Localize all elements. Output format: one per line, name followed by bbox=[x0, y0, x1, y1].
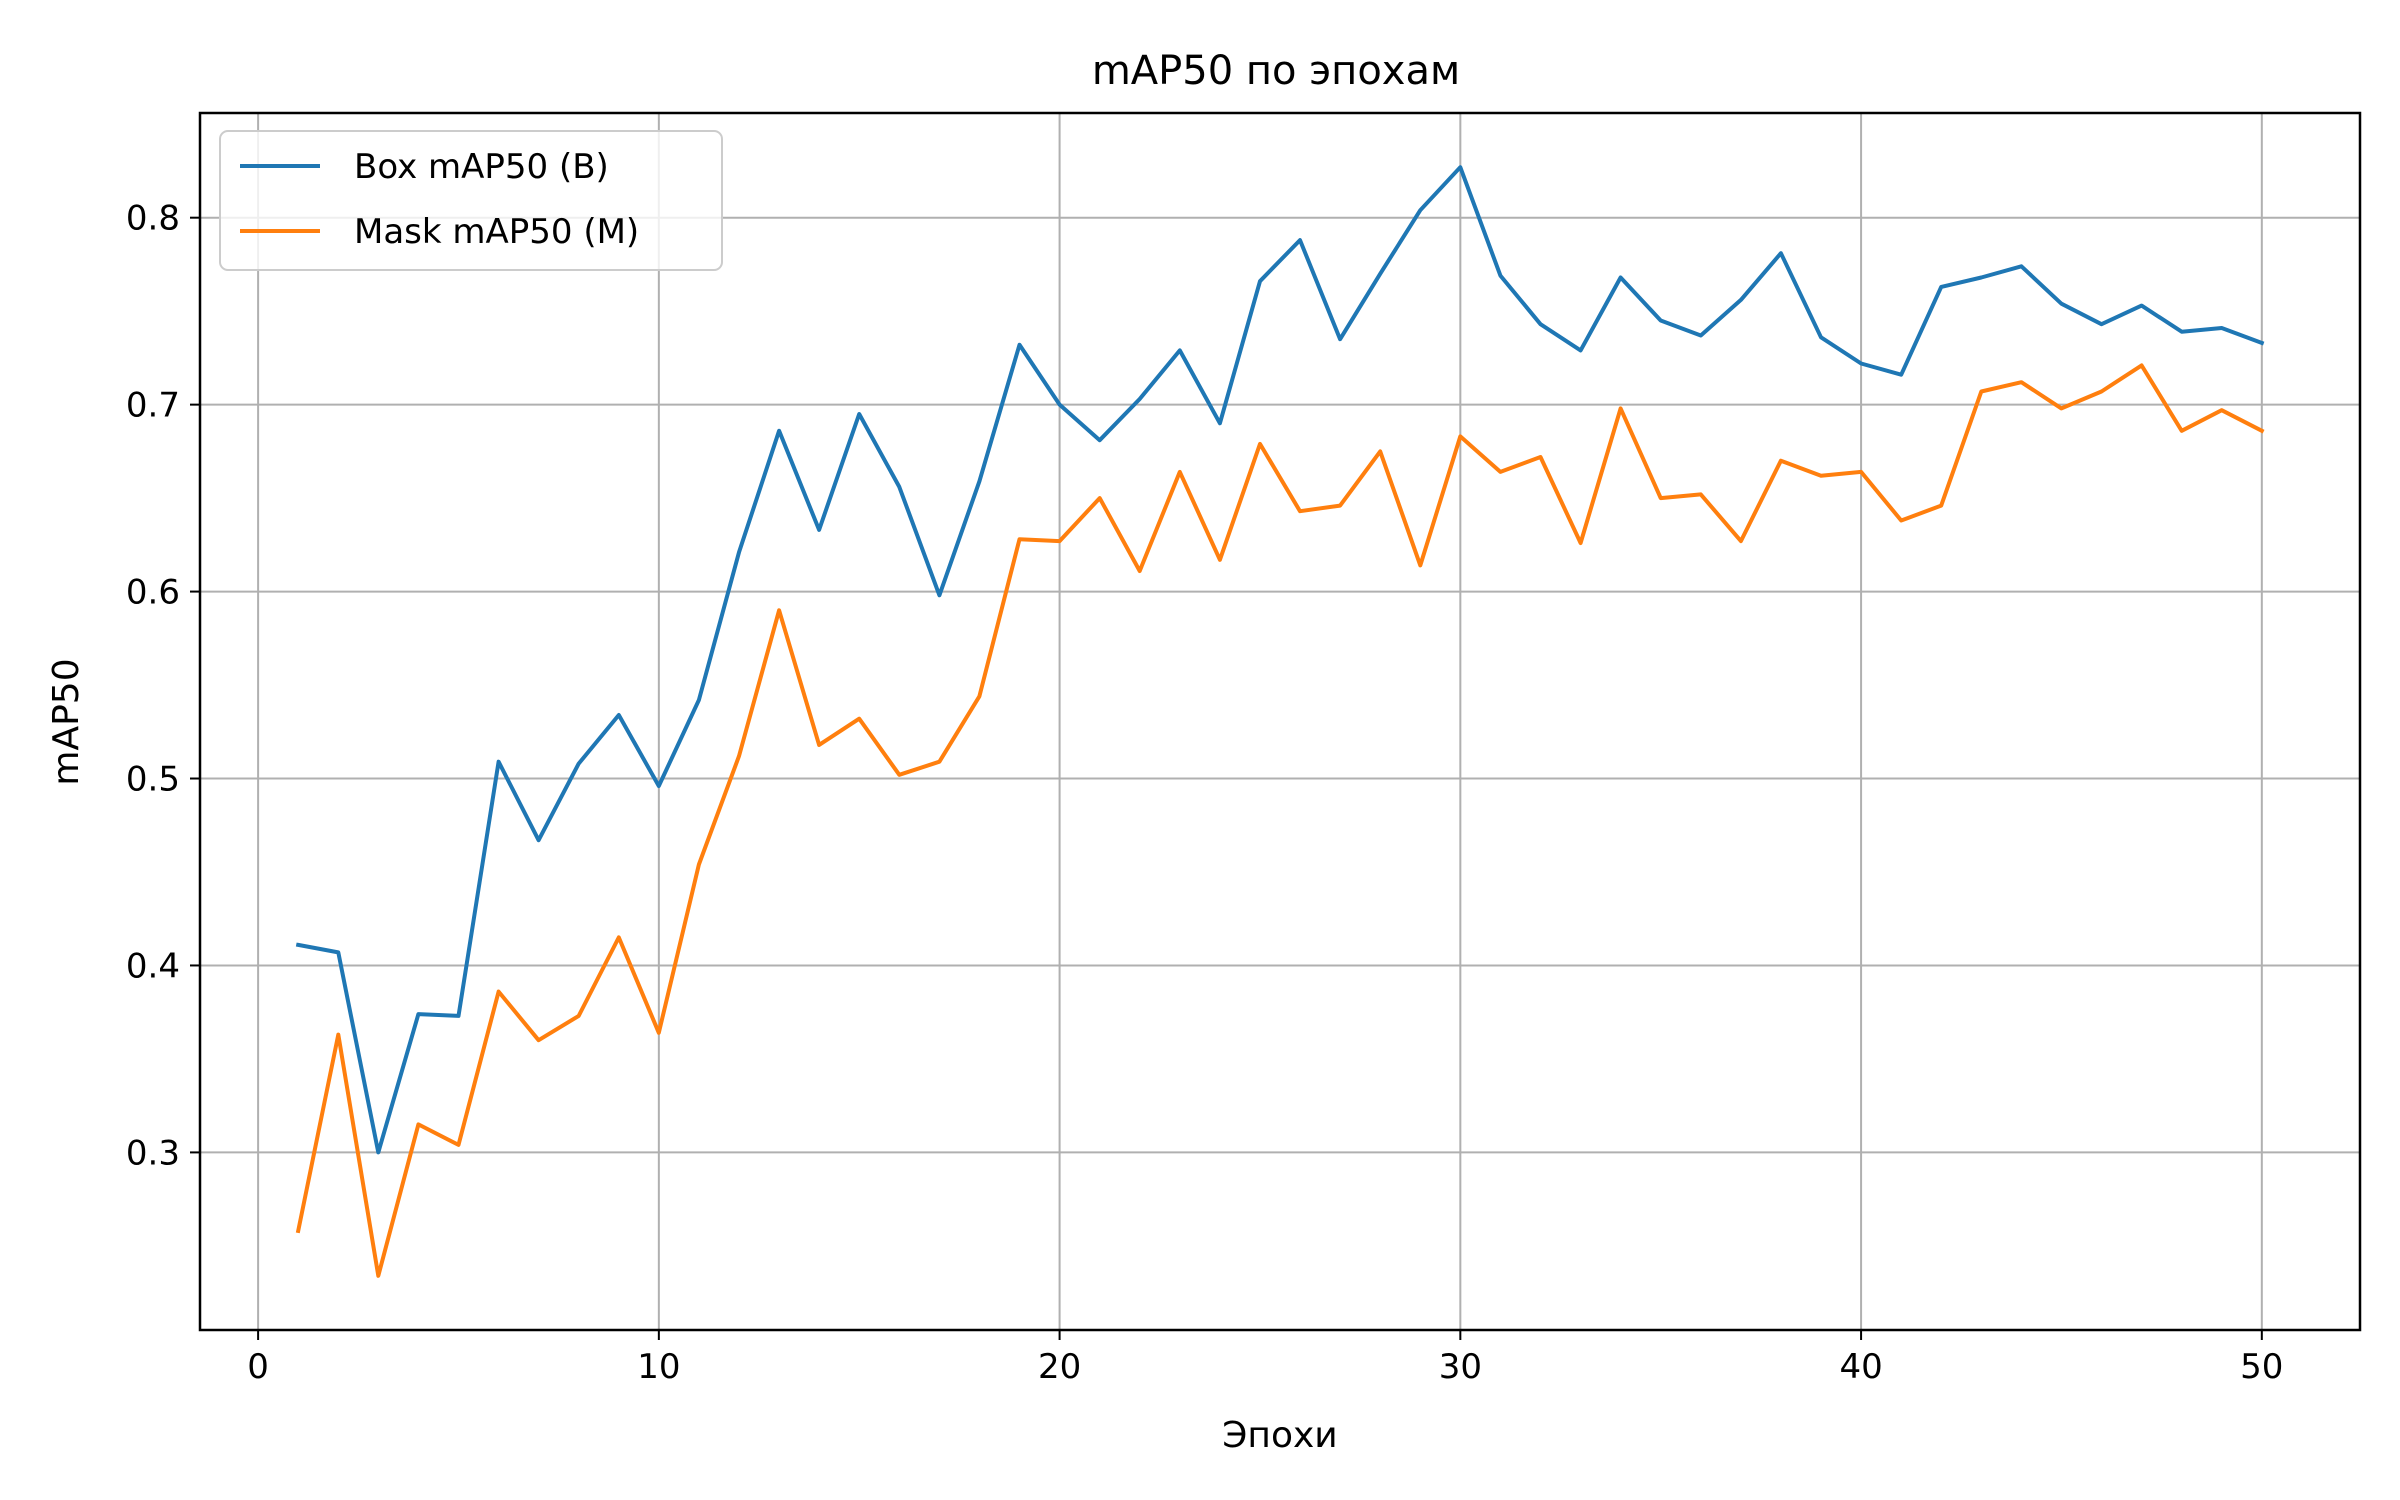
y-tick-label: 0.8 bbox=[126, 199, 180, 239]
legend: Box mAP50 (B) Mask mAP50 (M) bbox=[219, 130, 723, 271]
y-tick-label: 0.5 bbox=[126, 760, 180, 800]
y-tick-label: 0.7 bbox=[126, 386, 180, 426]
grid bbox=[200, 113, 2360, 1330]
x-tick-label: 40 bbox=[1839, 1347, 1882, 1387]
series-layer bbox=[295, 165, 2265, 1278]
legend-label-mask: Mask mAP50 (M) bbox=[354, 212, 639, 252]
x-tick-label: 30 bbox=[1439, 1347, 1482, 1387]
chart-title: mAP50 по эпохам bbox=[1092, 48, 1460, 94]
y-tick-label: 0.3 bbox=[126, 1133, 180, 1173]
x-tick-label: 20 bbox=[1038, 1347, 1081, 1387]
x-tick-label: 50 bbox=[2240, 1347, 2283, 1387]
y-tick-label: 0.6 bbox=[126, 573, 180, 613]
plot-frame bbox=[198, 111, 2362, 1332]
x-tick-label: 10 bbox=[637, 1347, 680, 1387]
series-line-mask bbox=[295, 363, 2265, 1278]
y-tick-label: 0.4 bbox=[126, 946, 180, 986]
x-tick-label: 0 bbox=[247, 1347, 269, 1387]
legend-box bbox=[219, 130, 723, 271]
series-line-box bbox=[295, 165, 2265, 1155]
y-axis-label: mAP50 bbox=[46, 658, 87, 785]
y-axis: 0.3 0.4 0.5 0.6 0.7 0.8 bbox=[126, 199, 200, 1173]
x-axis: 0 10 20 30 40 50 bbox=[247, 1330, 2283, 1387]
legend-label-box: Box mAP50 (B) bbox=[354, 147, 609, 187]
x-axis-label: Эпохи bbox=[1222, 1415, 1337, 1456]
